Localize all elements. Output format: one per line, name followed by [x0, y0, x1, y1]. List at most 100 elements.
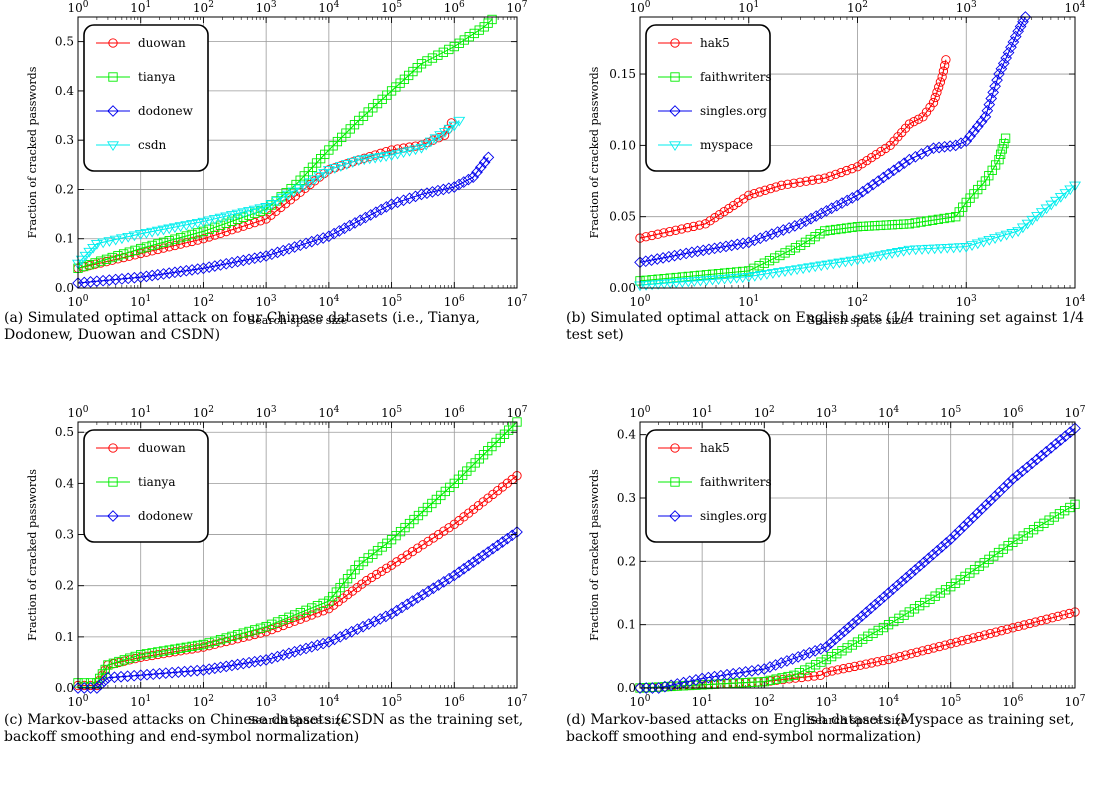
- series-marker-singles.org: [838, 625, 851, 638]
- series-marker-singles.org: [836, 197, 848, 209]
- series-marker-duowan: [198, 234, 209, 244]
- series-marker-myspace: [718, 274, 731, 285]
- series-marker-faithwriters: [979, 558, 989, 568]
- series-marker-singles.org: [714, 241, 727, 254]
- series-marker-tianya: [416, 59, 427, 69]
- series-marker-hak5: [833, 665, 843, 675]
- series-marker-duowan: [338, 593, 348, 603]
- series-marker-dodonew: [462, 559, 475, 572]
- series-marker-csdn: [122, 232, 135, 243]
- x-tick-label-bottom: 100: [629, 694, 650, 709]
- series-marker-singles.org: [968, 125, 980, 138]
- series-marker-hak5: [913, 114, 924, 124]
- series-marker-faithwriters: [805, 234, 815, 245]
- x-tick-label-top: 103: [956, 0, 977, 15]
- legend-box: [645, 429, 771, 543]
- series-marker-dodonew: [191, 664, 203, 677]
- series-dodonew: [72, 151, 495, 289]
- series-marker-faithwriters: [805, 662, 815, 673]
- series-marker-hak5: [871, 149, 881, 160]
- series-marker-csdn: [352, 156, 365, 166]
- series-marker-csdn: [334, 162, 347, 172]
- series-marker-singles.org: [983, 98, 996, 111]
- series-marker-faithwriters: [883, 620, 894, 630]
- series-marker-hak5: [688, 221, 699, 232]
- series-marker-tianya: [215, 634, 226, 645]
- series-marker-tianya: [238, 628, 248, 638]
- series-marker-dodonew: [91, 682, 103, 694]
- series-marker-tianya: [125, 653, 135, 663]
- series-marker-dodonew: [283, 647, 295, 660]
- series-marker-dodonew: [351, 623, 364, 636]
- series-marker-dodonew: [317, 232, 329, 244]
- series-marker-hak5: [963, 634, 973, 644]
- series-marker-hak5: [946, 639, 956, 649]
- series-faithwriters: [635, 499, 1080, 693]
- y-tick-label: 0.4: [55, 84, 74, 98]
- series-marker-csdn: [287, 187, 300, 198]
- series-marker-faithwriters: [826, 651, 837, 662]
- series-marker-singles.org: [639, 255, 652, 268]
- series-marker-singles.org: [657, 252, 669, 264]
- series-marker-singles.org: [860, 606, 873, 619]
- series-marker-faithwriters: [753, 677, 763, 687]
- series-marker-singles.org: [960, 135, 973, 147]
- series-marker-csdn: [151, 226, 164, 237]
- series-marker-dodonew: [385, 607, 398, 620]
- series-marker-dodonew: [333, 225, 346, 237]
- legend: duowan tianya dodonew csdn: [83, 24, 209, 172]
- y-tick-label: 0.2: [55, 579, 74, 593]
- series-marker-csdn: [109, 235, 122, 246]
- series-marker-singles.org: [748, 234, 761, 247]
- series-marker-hak5: [710, 213, 720, 223]
- x-tick-label-bottom: 103: [256, 694, 277, 709]
- series-marker-tianya: [187, 229, 197, 240]
- series-marker-dodonew: [226, 659, 238, 672]
- caption: (b) Simulated optimal attack on English …: [566, 310, 1084, 343]
- series-marker-singles.org: [882, 587, 895, 599]
- series-marker-duowan: [255, 216, 266, 226]
- series-marker-faithwriters: [754, 261, 764, 271]
- series-marker-singles.org: [993, 486, 1006, 498]
- x-tick-label-bottom: 101: [130, 294, 151, 309]
- series-marker-duowan: [366, 572, 377, 583]
- series-marker-csdn: [276, 193, 289, 204]
- series-marker-tianya: [193, 640, 203, 651]
- series-marker-hak5: [895, 651, 905, 662]
- series-marker-dodonew: [357, 620, 369, 633]
- series-marker-dodonew: [90, 275, 103, 288]
- series-marker-hak5: [653, 229, 663, 239]
- series-marker-dodonew: [421, 187, 433, 199]
- series-marker-myspace: [863, 253, 876, 264]
- series-marker-tianya: [474, 25, 484, 35]
- series-marker-myspace: [821, 260, 834, 271]
- series-marker-dodonew: [317, 637, 329, 650]
- legend-marker-duowan: [108, 38, 118, 48]
- series-marker-faithwriters: [765, 675, 775, 686]
- series-marker-hak5: [929, 643, 939, 653]
- series-marker-singles.org: [904, 567, 917, 580]
- series-marker-tianya: [181, 642, 191, 652]
- series-marker-dodonew: [115, 670, 127, 683]
- x-tick-label-bottom: 106: [444, 694, 465, 709]
- series-marker-faithwriters: [671, 272, 681, 283]
- series-marker-duowan: [392, 557, 402, 567]
- series-marker-dodonew: [343, 219, 356, 232]
- series-marker-dodonew: [437, 576, 450, 588]
- series-marker-faithwriters: [800, 665, 810, 675]
- series-marker-dodonew: [457, 176, 470, 188]
- series-marker-singles.org: [727, 667, 740, 680]
- series-marker-hak5: [985, 628, 995, 639]
- series-marker-hak5: [912, 647, 922, 657]
- legend-marker-faithwriters: [670, 72, 680, 82]
- series-marker-singles.org: [981, 104, 994, 117]
- series-marker-singles.org: [739, 666, 752, 678]
- series-marker-tianya: [158, 646, 169, 656]
- series-marker-tianya: [227, 216, 237, 226]
- series-marker-faithwriters: [930, 591, 940, 601]
- series-marker-faithwriters: [764, 255, 775, 266]
- series-marker-csdn: [340, 160, 353, 170]
- series-marker-dodonew: [496, 536, 509, 548]
- series-marker-singles.org: [909, 150, 922, 163]
- series-marker-tianya: [267, 619, 277, 629]
